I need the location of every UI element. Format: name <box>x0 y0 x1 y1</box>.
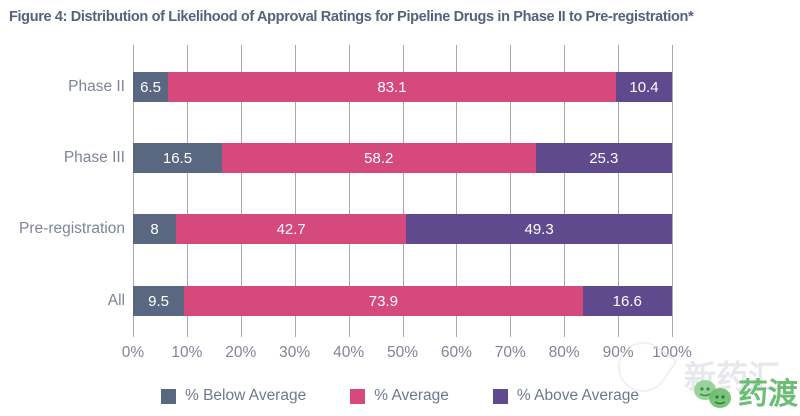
y-label-phase-ii: Phase II <box>68 78 125 95</box>
legend-label: % Below Average <box>185 387 307 404</box>
bar-segment: 9.5 <box>133 286 185 316</box>
bar-row-all: 9.5 73.9 16.6 <box>133 286 672 316</box>
gridline-50% <box>402 45 404 337</box>
bar-value-label: 8 <box>150 220 159 238</box>
bar-segment: 83.1 <box>168 72 616 102</box>
legend-item: % Below Average <box>161 387 306 405</box>
bar-segment: 42.7 <box>176 214 407 244</box>
x-tick-label: 10% <box>171 344 203 361</box>
bar-value-label: 42.7 <box>276 220 306 238</box>
bar-value-label: 9.5 <box>148 292 170 310</box>
gridline-80% <box>564 45 566 337</box>
gridline-10% <box>186 45 188 337</box>
bar-value-label: 25.3 <box>589 149 619 167</box>
figure-title: Figure 4: Distribution of Likelihood of … <box>9 9 694 25</box>
legend-item: % Average <box>350 387 449 405</box>
gridline-40% <box>348 45 350 337</box>
gridline-30% <box>294 45 296 337</box>
bar-value-label: 73.9 <box>368 292 398 310</box>
x-tick-label: 40% <box>333 344 365 361</box>
bar-row-phase-ii: 6.5 83.1 10.4 <box>133 72 672 102</box>
bar-value-label: 6.5 <box>140 78 161 96</box>
gridline-100% <box>672 45 673 337</box>
legend-label: % Average <box>374 387 449 404</box>
gridline-60% <box>456 45 458 337</box>
bar-segment: 25.3 <box>535 143 672 173</box>
bar-value-label: 10.4 <box>629 78 659 96</box>
legend-item: % Above Average <box>492 387 639 405</box>
bar-value-label: 16.6 <box>612 292 642 310</box>
bar-value-label: 83.1 <box>377 78 407 96</box>
x-tick-label: 90% <box>602 344 634 361</box>
y-label-all: All <box>107 292 125 309</box>
bar-segment: 6.5 <box>133 72 169 102</box>
bar-row-phase-iii: 16.5 58.2 25.3 <box>133 143 672 173</box>
x-tick-label: 60% <box>440 344 472 361</box>
chart-legend: % Below Average % Average % Above Average <box>0 383 800 409</box>
x-tick-label: 20% <box>225 344 257 361</box>
gridline-70% <box>510 45 512 337</box>
bar-value-label: 49.3 <box>524 220 554 238</box>
x-tick-label: 80% <box>548 344 580 361</box>
gridline-0% <box>133 45 134 337</box>
bar-segment: 16.5 <box>133 143 222 173</box>
x-tick-label: 30% <box>279 344 311 361</box>
bar-value-label: 58.2 <box>364 149 394 167</box>
x-tick-label: 100% <box>652 344 692 361</box>
bar-value-label: 16.5 <box>162 149 193 167</box>
x-tick-label: 70% <box>494 344 526 361</box>
bar-row-pre-registration: 8 42.7 49.3 <box>133 214 672 244</box>
legend-label: % Above Average <box>516 387 639 404</box>
bar-segment: 73.9 <box>184 286 583 316</box>
bar-segment: 10.4 <box>615 72 672 102</box>
legend-swatch <box>350 388 366 404</box>
bar-segment: 8 <box>133 214 177 244</box>
bar-segment: 49.3 <box>406 214 672 244</box>
legend-swatch <box>161 388 176 404</box>
y-label-phase-iii: Phase III <box>63 149 125 166</box>
y-label-pre-registration: Pre-registration <box>19 220 125 237</box>
bar-segment: 58.2 <box>221 143 536 173</box>
x-tick-label: 0% <box>121 344 145 361</box>
gridline-90% <box>618 45 620 337</box>
bar-segment: 16.6 <box>582 286 672 316</box>
x-tick-label: 50% <box>386 344 419 361</box>
legend-swatch <box>492 388 508 404</box>
gridline-20% <box>240 45 242 337</box>
